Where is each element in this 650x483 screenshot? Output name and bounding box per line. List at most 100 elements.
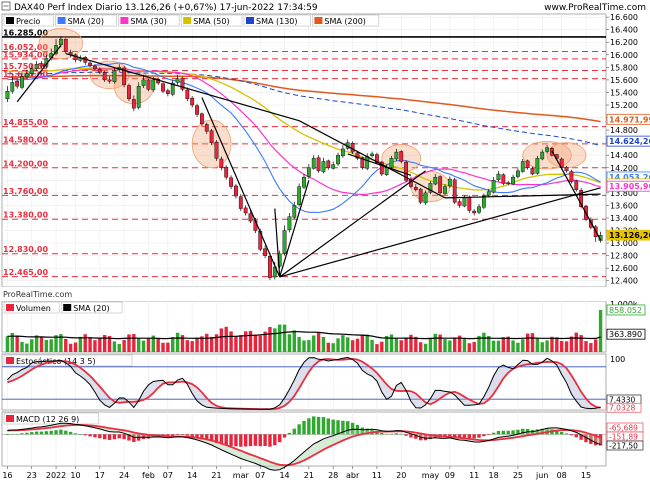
x-tick-label: abr: [346, 471, 360, 480]
price-badge-label: 14.053,26: [609, 173, 650, 182]
volume-bar: [448, 340, 452, 352]
macd-hist-bar: [297, 424, 301, 435]
volume-bar: [453, 337, 457, 352]
macd-hist-bar: [68, 431, 73, 435]
macd-hist-bar: [559, 431, 564, 435]
legend-chip: [3, 301, 60, 314]
volume-bar: [360, 334, 365, 352]
candle-body: [29, 68, 34, 74]
candle-body: [102, 72, 107, 81]
volume-bar: [482, 332, 486, 352]
volume-bar: [550, 336, 554, 352]
x-tick-label: 28: [328, 471, 338, 480]
candle-body: [59, 38, 63, 45]
candle-body: [224, 166, 229, 178]
macd-hist-bar: [564, 433, 569, 435]
candle-body: [151, 79, 156, 91]
x-tick-label: jun: [535, 471, 548, 480]
macd-hist-bar: [350, 422, 355, 435]
stoch-d-line: [7, 357, 601, 411]
candle-body: [418, 188, 423, 203]
candle-body: [360, 157, 365, 168]
candle-body: [287, 216, 292, 231]
price-tick-label: 16.000: [610, 51, 638, 60]
x-tick-label: 20: [396, 471, 406, 480]
legend-chip: [3, 412, 99, 425]
volume-bar: [414, 336, 418, 352]
candle-body: [229, 177, 233, 187]
macd-badge-label: -217,50: [609, 442, 638, 451]
price-tick-label: 13.000: [610, 239, 638, 248]
candle-body: [467, 197, 472, 211]
legend-label: SMA (30): [130, 17, 166, 26]
volume-bar: [64, 338, 68, 352]
volume-bar: [30, 339, 34, 352]
macd-hist-bar: [414, 434, 418, 439]
level-label: 16.052,00: [3, 43, 48, 52]
price-badge-label: 14.971,99: [609, 115, 650, 124]
stoch-k-line: [7, 356, 601, 410]
candle-body: [535, 158, 540, 174]
volume-bar: [10, 333, 14, 352]
volume-bar: [365, 334, 369, 352]
volume-bar: [589, 343, 593, 352]
price-tick-label: 14.200: [610, 164, 638, 173]
macd-hist-bar: [535, 429, 540, 435]
watermark-label: ProRealTime.com: [3, 290, 72, 299]
chart-header: DAX40 Perf Index Diario 13.126,26 (+0,67…: [1, 1, 646, 13]
candle-body: [355, 152, 360, 159]
legend-chip: [312, 14, 380, 27]
macd-hist-bar: [467, 434, 472, 439]
price-badge-label: 13.905,96: [609, 182, 650, 191]
volume-bar: [506, 336, 510, 352]
legend-swatch: [6, 415, 14, 422]
trend-line: [16, 45, 62, 103]
trend-line: [551, 150, 602, 241]
macd-hist-bar: [49, 430, 53, 435]
level-label: 13.380,00: [3, 211, 48, 220]
macd-hist-bar: [453, 434, 457, 438]
x-tick-label: 15: [581, 471, 591, 480]
volume-bar: [277, 324, 282, 352]
volume-bar: [166, 342, 170, 352]
macd-hist-bar: [331, 419, 335, 435]
volume-bar: [98, 338, 102, 352]
volume-bar: [20, 341, 24, 352]
candle-body: [185, 89, 190, 99]
level-label: 12.465,00: [3, 268, 48, 277]
candle-body: [511, 176, 515, 185]
legend-label: Precio: [16, 17, 40, 26]
volume-bar: [205, 333, 209, 352]
candle-body: [491, 180, 496, 193]
price-tick-label: 15.800: [610, 63, 638, 72]
candle-body: [569, 171, 574, 182]
macd-hist-bar: [253, 434, 258, 446]
macd-hist-bar: [107, 434, 112, 440]
volume-bar: [200, 336, 204, 352]
candle-body: [530, 168, 535, 175]
candle-body: [136, 85, 141, 108]
macd-hist-bar: [59, 429, 63, 435]
legend-chip: [118, 14, 180, 27]
source-label: www.ProRealTime.com: [544, 3, 646, 13]
candle-body: [34, 64, 39, 69]
level-label: 15.934,00: [3, 50, 48, 59]
volume-bar: [341, 335, 345, 352]
volume-bar: [253, 334, 258, 352]
volume-bar: [15, 335, 19, 352]
macd-hist-bar: [569, 434, 574, 436]
stoch-badge: [606, 402, 642, 413]
x-tick-label: 25: [513, 471, 523, 480]
volume-bar: [477, 335, 481, 352]
candle-body: [282, 230, 287, 254]
macd-hist-bar: [555, 430, 559, 435]
candle-body: [39, 63, 44, 67]
macd-hist-bar: [384, 433, 389, 435]
volume-bar: [428, 338, 433, 352]
x-tick-label: 23: [27, 471, 37, 480]
volume-bar: [146, 338, 151, 352]
macd-hist-bar: [516, 429, 520, 435]
volume-bar: [404, 337, 408, 352]
candle-body: [170, 82, 175, 95]
